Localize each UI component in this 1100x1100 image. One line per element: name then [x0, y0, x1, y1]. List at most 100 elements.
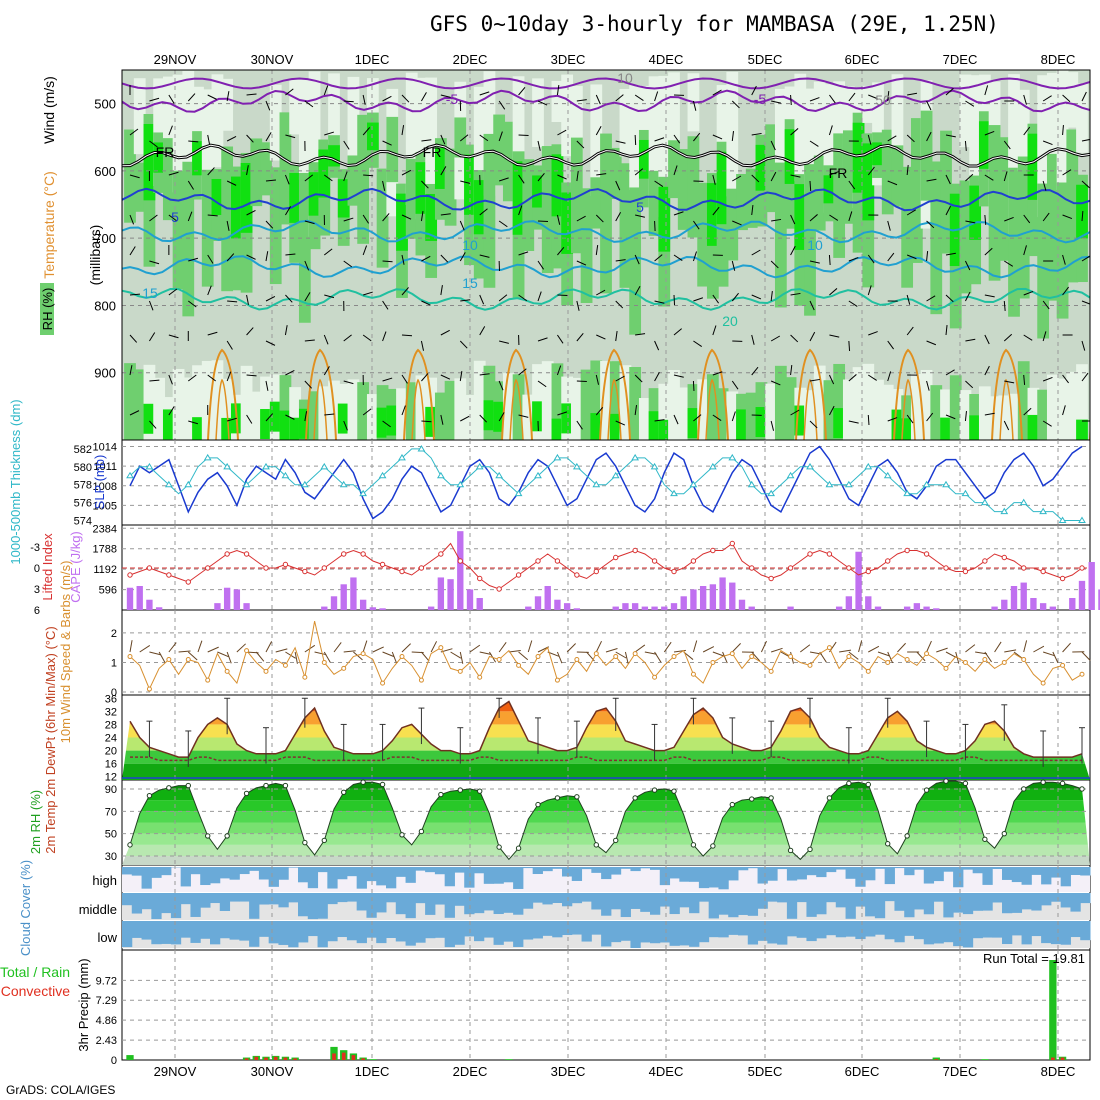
rh-low-cell — [289, 387, 302, 440]
cloud-cell — [454, 893, 465, 906]
cloud-cell — [923, 867, 935, 884]
cloud-cell — [914, 893, 925, 910]
wind-barb — [828, 254, 831, 266]
upper-air-panel: -5 -5 FR FR FR 5 5 10 10 15 15 20 10 50 500 600 700 800 90… — [40, 70, 1090, 440]
wind-barb — [790, 174, 801, 178]
cape-bar — [427, 606, 435, 610]
cloud-cell — [679, 893, 690, 908]
wind-barb — [848, 92, 856, 102]
cloud-cell — [317, 893, 328, 919]
cloud-cell — [170, 921, 182, 945]
cloud-cell — [620, 921, 631, 941]
cloud-cell — [689, 893, 700, 914]
cloud-cell — [933, 921, 944, 944]
convection-contour — [697, 348, 729, 440]
cloud-cell — [894, 921, 905, 943]
rh-dry-cell — [415, 77, 428, 220]
wind-barb — [440, 254, 449, 263]
cloud-cell — [1031, 867, 1042, 875]
wind-barb — [401, 125, 405, 136]
wind-barb — [790, 214, 796, 225]
upper-air-clip — [122, 70, 1090, 440]
thickness-marker — [942, 480, 950, 488]
convection-contour-inner — [901, 378, 916, 440]
rh-low-saturated-cell — [221, 417, 234, 440]
wind-barb — [537, 260, 545, 270]
thickness-marker — [1000, 507, 1009, 515]
wind-barb — [751, 249, 761, 256]
wind-barb — [790, 94, 792, 106]
wind-barb — [965, 338, 976, 342]
cloud-cell — [268, 921, 279, 944]
wind-speed-marker — [885, 659, 891, 665]
wind-barb-10m — [421, 651, 430, 662]
wind-barb — [518, 87, 526, 96]
cape-bar — [729, 582, 736, 610]
wind-barb-10m — [1004, 649, 1017, 653]
wind-barb — [1042, 300, 1050, 310]
wind-barb-10m — [634, 644, 646, 653]
rh-saturated-cell — [211, 178, 224, 215]
cape-bar — [1088, 562, 1095, 610]
wind-speed-marker — [788, 654, 794, 660]
cape-bar — [379, 608, 386, 610]
cloud-cell — [855, 921, 866, 940]
isotherm-label: 20 — [722, 313, 738, 329]
thickness-marker — [1078, 516, 1086, 524]
wind-barb — [984, 174, 994, 181]
rh-low-cell — [823, 380, 836, 440]
rh-dry-cell — [823, 84, 836, 213]
rh-marker — [574, 794, 580, 800]
wind-barb — [168, 374, 173, 385]
rh-moist-cell — [910, 118, 923, 263]
wind-barb — [828, 374, 835, 385]
wind-barb — [945, 174, 951, 185]
wind-barb-10m — [692, 640, 698, 653]
cloud-cell — [288, 867, 299, 868]
temp-tick-label: 16 — [105, 759, 117, 771]
thickness-marker — [1019, 498, 1028, 506]
cloud-cell — [337, 893, 348, 903]
cape-tick-label: 1788 — [93, 544, 117, 556]
wind-barb — [595, 245, 599, 256]
wind-barb — [770, 420, 775, 431]
cloud-cell — [268, 893, 279, 905]
cloud-cell — [483, 867, 495, 884]
wind-barb — [187, 180, 195, 190]
cloud-cell — [522, 921, 534, 940]
rh-low-cell — [1008, 393, 1020, 440]
wind-barb — [343, 334, 352, 342]
rh-marker — [593, 842, 599, 848]
cloud-row-label: low — [97, 930, 117, 945]
pressure-tick-label: 500 — [94, 97, 116, 112]
rh-marker — [379, 781, 386, 788]
wind-speed-marker — [205, 677, 211, 683]
isotherm-line — [122, 89, 1090, 113]
rh-low-cell — [978, 386, 991, 440]
rh-low-cell — [774, 365, 787, 440]
cloud-cell — [210, 921, 221, 945]
thickness-marker — [844, 480, 853, 488]
rh-saturated-cell — [794, 184, 807, 250]
rh-dry-cell — [1017, 89, 1030, 172]
wind-barb — [362, 94, 366, 105]
cloud-cell — [474, 921, 485, 942]
convection-contour-inner — [215, 378, 230, 440]
rh-dry-cell — [308, 71, 321, 237]
wind-barb — [770, 171, 777, 182]
rh-low-cell — [804, 390, 816, 440]
cloud-cell — [376, 921, 387, 944]
wind-barb — [226, 253, 235, 262]
thickness-marker — [145, 462, 154, 470]
rh-dry-cell — [328, 73, 340, 145]
cloud-cell — [738, 867, 749, 871]
wind-barb — [712, 206, 720, 216]
cloud-axis-label: Cloud Cover (%) — [18, 860, 33, 956]
wind-barb — [945, 134, 956, 138]
wind-barb — [440, 94, 451, 98]
wind-barb — [1062, 169, 1072, 176]
wind-barb — [1062, 405, 1066, 416]
wind-barb — [401, 374, 408, 384]
wind-barb — [751, 366, 759, 376]
wind-barb — [984, 85, 989, 96]
